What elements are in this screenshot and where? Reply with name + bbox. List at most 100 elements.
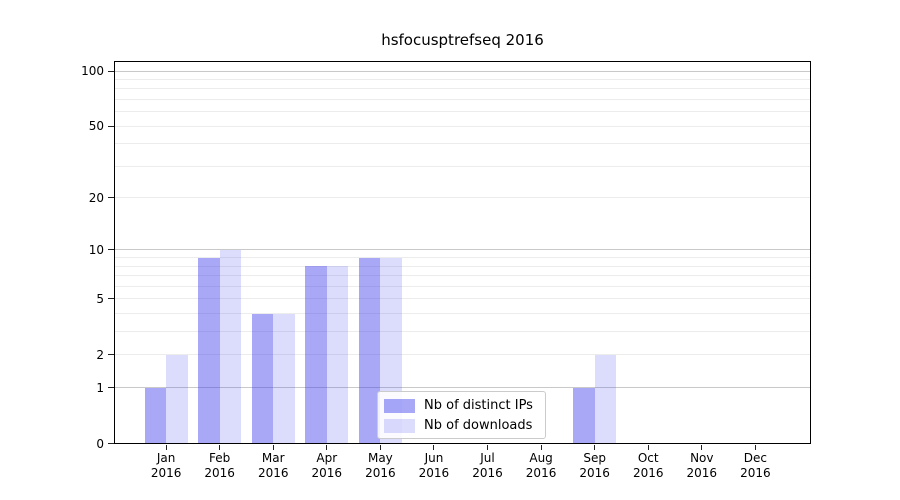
x-tick-mark-oct <box>647 444 649 450</box>
gridline-minor-6 <box>115 285 810 287</box>
y-tick-label-1: 1 <box>96 380 104 395</box>
x-tick-label-jun: Jun 2016 <box>402 451 466 481</box>
bar-downloads-apr <box>326 266 349 444</box>
x-tick-year: 2016 <box>579 466 610 480</box>
x-tick-month: Jul <box>480 451 495 465</box>
x-tick-year: 2016 <box>472 466 503 480</box>
y-tick-mark-50 <box>108 125 114 127</box>
y-tick-mark-0 <box>108 443 114 444</box>
gridline-major-100 <box>115 70 810 72</box>
x-tick-month: Nov <box>690 451 714 465</box>
x-tick-month: May <box>367 451 393 465</box>
y-tick-mark-100 <box>108 70 114 72</box>
x-tick-year: 2016 <box>418 466 450 480</box>
bar-downloads-sep <box>594 354 617 444</box>
gridline-minor-50 <box>115 125 810 127</box>
x-tick-month: Jan <box>156 451 176 465</box>
gridline-minor-20 <box>115 197 810 199</box>
x-tick-label-may: May 2016 <box>348 451 412 481</box>
x-tick-label-nov: Nov 2016 <box>670 451 734 481</box>
x-tick-mark-sep <box>594 444 596 450</box>
x-tick-mark-jan <box>165 444 167 450</box>
gridline-minor-2 <box>115 354 810 356</box>
x-tick-month: Sep <box>583 451 606 465</box>
y-tick-label-2: 2 <box>96 347 104 362</box>
x-tick-year: 2016 <box>740 466 771 480</box>
x-tick-label-jul: Jul 2016 <box>456 451 520 481</box>
gridline-minor-5 <box>115 298 810 300</box>
legend-item-downloads: Nb of downloads <box>384 418 538 433</box>
bar-distinct-ips-may <box>358 257 381 444</box>
gridline-minor-4 <box>115 313 810 315</box>
x-tick-month: Jun <box>424 451 444 465</box>
x-tick-label-dec: Dec 2016 <box>723 451 787 481</box>
bar-downloads-feb <box>219 249 242 444</box>
x-tick-label-apr: Apr 2016 <box>295 451 359 481</box>
legend-swatch-downloads <box>384 418 415 433</box>
bar-distinct-ips-sep <box>573 387 595 444</box>
bar-distinct-ips-mar <box>251 313 274 444</box>
y-tick-label-100: 100 <box>81 64 104 78</box>
x-tick-month: Mar <box>261 451 285 465</box>
gridline-minor-9 <box>115 257 810 259</box>
gridline-minor-7 <box>115 275 810 277</box>
bar-distinct-ips-apr <box>305 266 327 444</box>
x-tick-label-aug: Aug 2016 <box>509 451 573 481</box>
gridline-minor-40 <box>115 143 810 145</box>
gridline-minor-90 <box>115 78 810 80</box>
y-tick-label-10: 10 <box>88 242 104 257</box>
x-tick-mark-apr <box>326 444 328 450</box>
x-tick-month: Dec <box>743 451 767 465</box>
chart-title: hsfocusptrefseq 2016 <box>381 31 544 49</box>
x-tick-month: Apr <box>316 451 338 465</box>
y-tick-mark-5 <box>108 298 114 300</box>
legend-label-downloads: Nb of downloads <box>424 418 533 433</box>
x-tick-mark-aug <box>540 444 542 450</box>
bar-distinct-ips-feb <box>198 257 220 444</box>
x-tick-month: Aug <box>529 451 553 465</box>
x-tick-year: 2016 <box>204 466 235 480</box>
x-tick-year: 2016 <box>632 466 664 480</box>
y-tick-label-0: 0 <box>96 436 104 451</box>
x-tick-label-oct: Oct 2016 <box>616 451 680 481</box>
y-tick-mark-2 <box>108 354 114 356</box>
gridline-minor-8 <box>115 265 810 267</box>
x-tick-year: 2016 <box>365 466 396 480</box>
gridline-minor-80 <box>115 88 810 90</box>
legend-item-distinct-ips: Nb of distinct IPs <box>384 398 538 413</box>
y-tick-label-20: 20 <box>88 190 104 205</box>
y-tick-label-50: 50 <box>88 119 104 134</box>
x-tick-label-jan: Jan 2016 <box>134 451 198 481</box>
x-tick-mark-mar <box>272 444 274 450</box>
gridline-minor-30 <box>115 165 810 167</box>
bar-downloads-jan <box>166 354 188 444</box>
x-tick-mark-feb <box>219 444 221 450</box>
bar-distinct-ips-jan <box>144 387 167 444</box>
x-tick-month: Feb <box>209 451 231 465</box>
y-tick-mark-10 <box>108 249 114 251</box>
x-tick-month: Oct <box>637 451 659 465</box>
x-tick-year: 2016 <box>525 466 557 480</box>
gridline-minor-3 <box>115 331 810 333</box>
legend-label-distinct-ips: Nb of distinct IPs <box>424 398 533 413</box>
x-tick-mark-may <box>379 444 381 450</box>
x-tick-label-sep: Sep 2016 <box>563 451 627 481</box>
legend: Nb of distinct IPs Nb of downloads <box>377 391 546 439</box>
bar-downloads-mar <box>273 313 295 444</box>
gridline-major-10 <box>115 249 810 251</box>
y-tick-mark-1 <box>108 387 114 389</box>
x-tick-year: 2016 <box>311 466 343 480</box>
gridline-minor-70 <box>115 98 810 100</box>
y-tick-mark-20 <box>108 197 114 199</box>
x-tick-mark-jun <box>433 444 435 450</box>
x-tick-year: 2016 <box>686 466 718 480</box>
y-tick-label-5: 5 <box>96 291 104 306</box>
x-tick-year: 2016 <box>150 466 182 480</box>
gridline-major-1 <box>115 387 810 389</box>
legend-swatch-distinct-ips <box>384 398 415 413</box>
x-tick-year: 2016 <box>257 466 289 480</box>
x-tick-mark-jul <box>487 444 489 450</box>
x-tick-mark-dec <box>754 444 756 450</box>
x-tick-label-feb: Feb 2016 <box>188 451 252 481</box>
x-tick-mark-nov <box>701 444 703 450</box>
